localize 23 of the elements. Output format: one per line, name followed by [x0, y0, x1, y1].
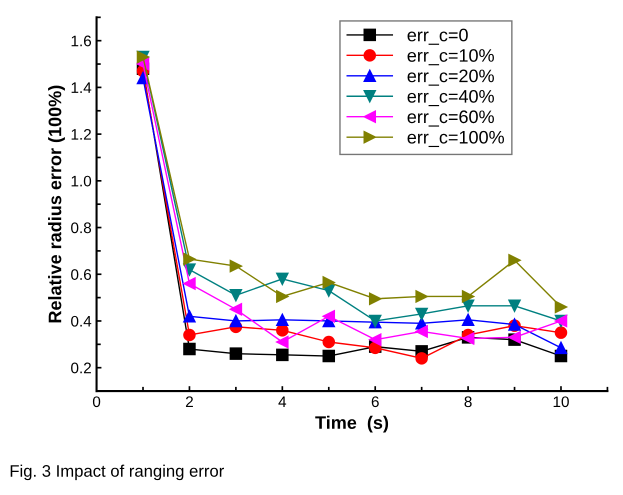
x-tick-label: 4 [278, 396, 286, 407]
x-tick-label: 0 [92, 396, 100, 408]
legend-label: err_c=100% [408, 130, 504, 148]
y-tick-label: 0.4 [71, 316, 92, 327]
legend-label: err_c=60% [408, 110, 494, 127]
y-axis-title: Relative radius error (100%) [48, 86, 65, 322]
x-axis-title: Time (s) [315, 416, 388, 433]
legend-label: err_c=10% [408, 49, 494, 66]
legend-label: err_c=0 [408, 28, 468, 45]
x-tick-label: 10 [554, 396, 569, 408]
y-tick-label: 1.0 [72, 176, 92, 187]
x-tick-label: 6 [372, 396, 379, 408]
x-tick-label: 2 [186, 396, 193, 407]
y-tick-label: 0.6 [71, 269, 92, 280]
y-tick-label: 1.2 [72, 128, 91, 140]
caption: Fig. 3 Impact of ranging error [10, 464, 224, 480]
y-tick-label: 0.2 [71, 362, 91, 374]
y-tick-label: 1.4 [72, 82, 92, 93]
y-tick-label: 1.6 [72, 36, 92, 46]
y-tick-label: 0.8 [71, 222, 92, 234]
x-tick-label: 8 [464, 396, 472, 408]
legend-label: err_c=20% [408, 70, 494, 86]
legend-label: err_c=40% [408, 90, 494, 106]
